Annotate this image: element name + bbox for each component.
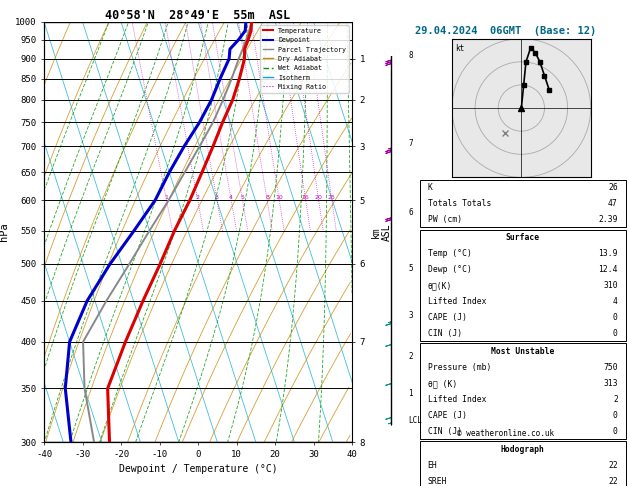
Text: 0: 0 [613, 411, 618, 420]
Text: EH: EH [428, 461, 437, 470]
Text: 25: 25 [328, 195, 336, 200]
Text: 22: 22 [608, 477, 618, 486]
Text: θᴄ(K): θᴄ(K) [428, 281, 452, 290]
Legend: Temperature, Dewpoint, Parcel Trajectory, Dry Adiabat, Wet Adiabat, Isotherm, Mi: Temperature, Dewpoint, Parcel Trajectory… [260, 25, 349, 92]
Text: Hodograph: Hodograph [501, 445, 545, 454]
Text: 0: 0 [613, 329, 618, 338]
Y-axis label: km
ASL: km ASL [370, 223, 392, 241]
Text: CAPE (J): CAPE (J) [428, 411, 467, 420]
Text: Dewp (°C): Dewp (°C) [428, 265, 472, 274]
Text: Temp (°C): Temp (°C) [428, 249, 472, 258]
Y-axis label: hPa: hPa [0, 223, 9, 242]
Text: CIN (J): CIN (J) [428, 427, 462, 436]
Text: 8: 8 [265, 195, 269, 200]
Text: 5: 5 [240, 195, 245, 200]
Bar [420, 344, 626, 439]
Text: 2.39: 2.39 [598, 215, 618, 224]
Bar [420, 229, 626, 341]
Text: 12.4: 12.4 [598, 265, 618, 274]
Text: K: K [428, 183, 433, 192]
Bar [420, 179, 626, 227]
Text: Lifted Index: Lifted Index [428, 297, 486, 306]
Text: SREH: SREH [428, 477, 447, 486]
Text: 1: 1 [165, 195, 169, 200]
Text: 2: 2 [196, 195, 199, 200]
Text: Pressure (mb): Pressure (mb) [428, 363, 491, 372]
Text: θᴄ (K): θᴄ (K) [428, 379, 457, 388]
Text: © weatheronline.co.uk: © weatheronline.co.uk [457, 429, 554, 438]
Text: CIN (J): CIN (J) [428, 329, 462, 338]
Text: 47: 47 [608, 199, 618, 208]
Text: 16: 16 [302, 195, 309, 200]
Text: 3: 3 [215, 195, 219, 200]
Text: 4: 4 [229, 195, 233, 200]
Text: 750: 750 [603, 363, 618, 372]
Text: Surface: Surface [506, 233, 540, 242]
Text: Totals Totals: Totals Totals [428, 199, 491, 208]
Text: 313: 313 [603, 379, 618, 388]
Text: 2: 2 [613, 395, 618, 404]
Text: PW (cm): PW (cm) [428, 215, 462, 224]
Bar [420, 441, 626, 486]
Text: 29.04.2024  06GMT  (Base: 12): 29.04.2024 06GMT (Base: 12) [415, 26, 596, 36]
Text: 0: 0 [613, 313, 618, 322]
Text: 26: 26 [608, 183, 618, 192]
Text: 4: 4 [613, 297, 618, 306]
Text: 13.9: 13.9 [598, 249, 618, 258]
Text: Lifted Index: Lifted Index [428, 395, 486, 404]
Text: 20: 20 [314, 195, 323, 200]
Text: 22: 22 [608, 461, 618, 470]
Title: 40°58'N  28°49'E  55m  ASL: 40°58'N 28°49'E 55m ASL [106, 9, 291, 22]
Text: 310: 310 [603, 281, 618, 290]
Text: CAPE (J): CAPE (J) [428, 313, 467, 322]
Text: 10: 10 [276, 195, 283, 200]
X-axis label: Dewpoint / Temperature (°C): Dewpoint / Temperature (°C) [119, 465, 277, 474]
Text: 0: 0 [613, 427, 618, 436]
Text: Most Unstable: Most Unstable [491, 347, 554, 356]
